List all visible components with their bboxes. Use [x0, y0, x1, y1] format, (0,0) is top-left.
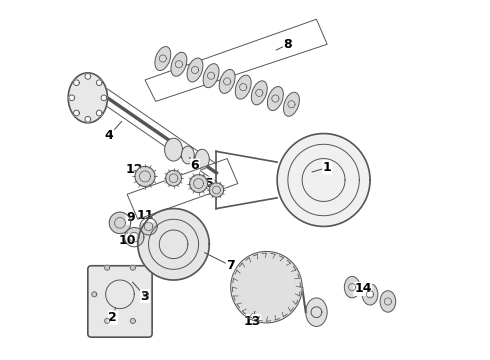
FancyBboxPatch shape: [88, 266, 152, 337]
Polygon shape: [166, 170, 181, 186]
Ellipse shape: [181, 146, 194, 164]
Polygon shape: [143, 292, 148, 297]
Polygon shape: [130, 265, 135, 270]
Polygon shape: [92, 292, 97, 297]
Polygon shape: [85, 116, 91, 122]
Ellipse shape: [171, 52, 187, 76]
Ellipse shape: [165, 138, 182, 161]
Ellipse shape: [344, 276, 360, 298]
Ellipse shape: [380, 291, 396, 312]
Polygon shape: [135, 166, 155, 186]
Ellipse shape: [187, 58, 203, 82]
Ellipse shape: [251, 81, 267, 105]
Ellipse shape: [195, 149, 209, 169]
Polygon shape: [277, 134, 370, 226]
Ellipse shape: [203, 64, 219, 88]
Polygon shape: [130, 318, 135, 323]
Polygon shape: [85, 73, 91, 79]
Text: 3: 3: [141, 289, 149, 303]
Ellipse shape: [362, 284, 378, 305]
Polygon shape: [104, 265, 110, 270]
Polygon shape: [209, 183, 223, 197]
Text: 14: 14: [354, 283, 371, 296]
Text: 13: 13: [244, 315, 261, 328]
Polygon shape: [74, 110, 79, 116]
Polygon shape: [190, 175, 207, 193]
Polygon shape: [231, 251, 302, 323]
Ellipse shape: [155, 46, 171, 71]
Text: 4: 4: [105, 129, 114, 142]
Polygon shape: [97, 110, 102, 116]
Text: 1: 1: [323, 161, 332, 174]
Ellipse shape: [306, 298, 327, 327]
Polygon shape: [69, 95, 74, 101]
Text: 9: 9: [126, 211, 135, 224]
Polygon shape: [101, 95, 107, 101]
Polygon shape: [97, 80, 102, 86]
Text: 11: 11: [136, 209, 154, 222]
Text: 7: 7: [226, 259, 235, 272]
Polygon shape: [140, 218, 157, 235]
Ellipse shape: [235, 75, 251, 99]
Polygon shape: [74, 80, 79, 86]
Ellipse shape: [284, 92, 299, 116]
Text: 5: 5: [205, 177, 214, 190]
Ellipse shape: [219, 69, 235, 93]
Polygon shape: [104, 318, 110, 323]
Text: 8: 8: [284, 38, 292, 51]
Polygon shape: [124, 228, 144, 247]
Polygon shape: [109, 212, 131, 234]
Text: 2: 2: [108, 311, 117, 324]
Ellipse shape: [68, 73, 107, 123]
Text: 6: 6: [191, 159, 199, 172]
Polygon shape: [138, 208, 209, 280]
Text: 10: 10: [119, 234, 136, 247]
Text: 12: 12: [125, 163, 143, 176]
Ellipse shape: [268, 86, 283, 111]
